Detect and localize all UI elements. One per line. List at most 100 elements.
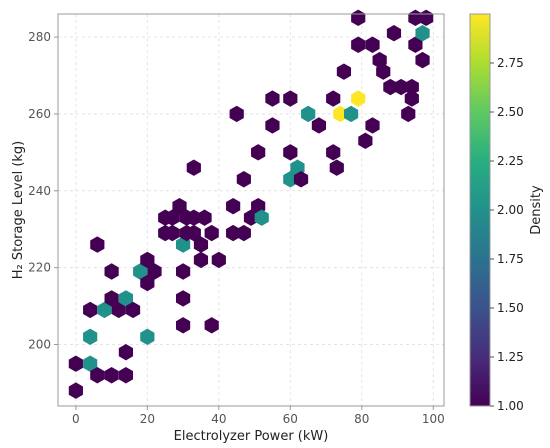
hexbin-cell [68, 355, 83, 372]
hexbin-cell [90, 236, 105, 253]
hexbin-cell [97, 301, 112, 319]
hexbin-cell [251, 144, 266, 161]
hexbin-cell [140, 251, 155, 269]
hexbin-cell [419, 9, 434, 27]
hexbin-cell [111, 301, 126, 319]
colorbar-tick-label: 1.50 [497, 301, 524, 315]
hexbin-cell [175, 263, 191, 280]
hexbin-cell [104, 263, 119, 280]
colorbar-tick-label: 2.25 [497, 154, 524, 168]
hexbin-cell [326, 144, 341, 161]
hexbin-cell [83, 355, 98, 372]
hexbin-cell [83, 328, 98, 346]
hexbin-cell [265, 117, 280, 134]
hexbin-cell [329, 159, 344, 176]
hexbin-cell [358, 132, 373, 150]
colorbar-gradient [469, 13, 491, 407]
hexbin-cell [404, 90, 419, 107]
hexbin-cell [197, 209, 212, 226]
colorbar-tick-label: 2.50 [497, 105, 524, 119]
plot-area-frame [57, 13, 445, 407]
hexbin-cell [226, 224, 241, 242]
x-tick-label: 60 [283, 412, 298, 426]
hexbin-cell [186, 224, 201, 242]
hexbin-cell [365, 117, 380, 134]
hexbin-cell [186, 159, 201, 176]
hexbin-cell [133, 263, 148, 280]
hexbin-cell [125, 301, 141, 319]
hexbin-cell [293, 171, 309, 188]
hexbin-cell [254, 209, 269, 226]
hexbin-cell [140, 328, 155, 346]
hexbin-cell [186, 209, 201, 226]
hexbin-cell [243, 209, 259, 226]
hexbin-cell [401, 105, 416, 123]
hexbin-cell [236, 171, 251, 188]
hexbin-cell [265, 90, 280, 107]
hexbin-cell [376, 63, 391, 80]
y-axis-label: H₂ Storage Level (kg) [11, 141, 26, 280]
hexbin-cell [118, 290, 134, 307]
hexbin-cell [343, 105, 359, 123]
hexbin-cell [165, 209, 180, 226]
hexbin-cell [211, 251, 226, 269]
hexbin-cell [118, 344, 134, 361]
hexbin-cell [175, 290, 191, 307]
y-tick-label: 200 [28, 338, 51, 352]
colorbar-tick-label: 1.75 [497, 252, 524, 266]
hexbin-cell [386, 25, 402, 42]
y-axis-ticks: 200 220 240 260 280 [28, 30, 58, 352]
hexbin-cell [351, 36, 366, 53]
hexbin-cell [333, 105, 348, 123]
hexbin-cell [104, 367, 119, 384]
x-axis-ticks: 0 20 40 60 80 100 [72, 406, 445, 426]
hexbin-cell [172, 197, 187, 215]
y-tick-label: 280 [28, 30, 51, 44]
hexbin-cell [408, 36, 423, 53]
hexbin-cell [365, 36, 380, 53]
hexbin-cell [226, 197, 241, 215]
x-tick-label: 100 [422, 412, 445, 426]
hexbin-cell [394, 78, 409, 96]
hexbin-cell [301, 105, 316, 123]
colorbar-label: Density [529, 185, 544, 235]
hexbin-cell [415, 51, 430, 69]
colorbar-tick-label: 2.00 [497, 203, 524, 217]
colorbar-tick-label: 2.75 [497, 56, 524, 70]
colorbar-tick-label: 1.00 [497, 399, 524, 413]
hexbin-cell [193, 236, 209, 253]
hexbin-cell [236, 224, 251, 242]
hexbin-cell [383, 78, 398, 96]
y-tick-label: 220 [28, 261, 51, 275]
y-tick-label: 240 [28, 184, 51, 198]
hexbin-cell [165, 224, 180, 242]
hexbin-cell [283, 90, 298, 107]
hexbin-cell [351, 9, 366, 27]
hexbin-cell [83, 301, 98, 319]
hexbin-cell [175, 317, 191, 334]
hexbin-cell [283, 171, 298, 188]
x-tick-label: 40 [211, 412, 226, 426]
hexbin-cell [204, 224, 219, 242]
hexbin-cell [404, 78, 419, 96]
hexbin-cell [229, 105, 244, 123]
colorbar: 1.00 1.25 1.50 1.75 2.00 2.25 2.50 2.75 Density [469, 13, 544, 413]
hexbin-cell [193, 251, 209, 269]
hexbin-cell [204, 317, 219, 334]
hexbin-cell [326, 90, 341, 107]
hexbin-cell [147, 263, 162, 280]
colorbar-tick-label: 1.25 [497, 350, 524, 364]
x-axis-label: Electrolyzer Power (kW) [174, 429, 329, 444]
hexbin-cell [140, 274, 155, 292]
x-tick-label: 0 [72, 412, 80, 426]
hexbin-cells [68, 9, 434, 399]
hexbin-cell [283, 144, 298, 161]
x-tick-label: 80 [354, 412, 369, 426]
hexbin-cell [68, 382, 83, 399]
hexbin-cell [90, 367, 105, 384]
colorbar-ticks: 1.00 1.25 1.50 1.75 2.00 2.25 2.50 2.75 [490, 56, 524, 413]
y-tick-label: 260 [28, 107, 51, 121]
hexbin-cell [351, 90, 366, 107]
x-tick-label: 20 [140, 412, 155, 426]
